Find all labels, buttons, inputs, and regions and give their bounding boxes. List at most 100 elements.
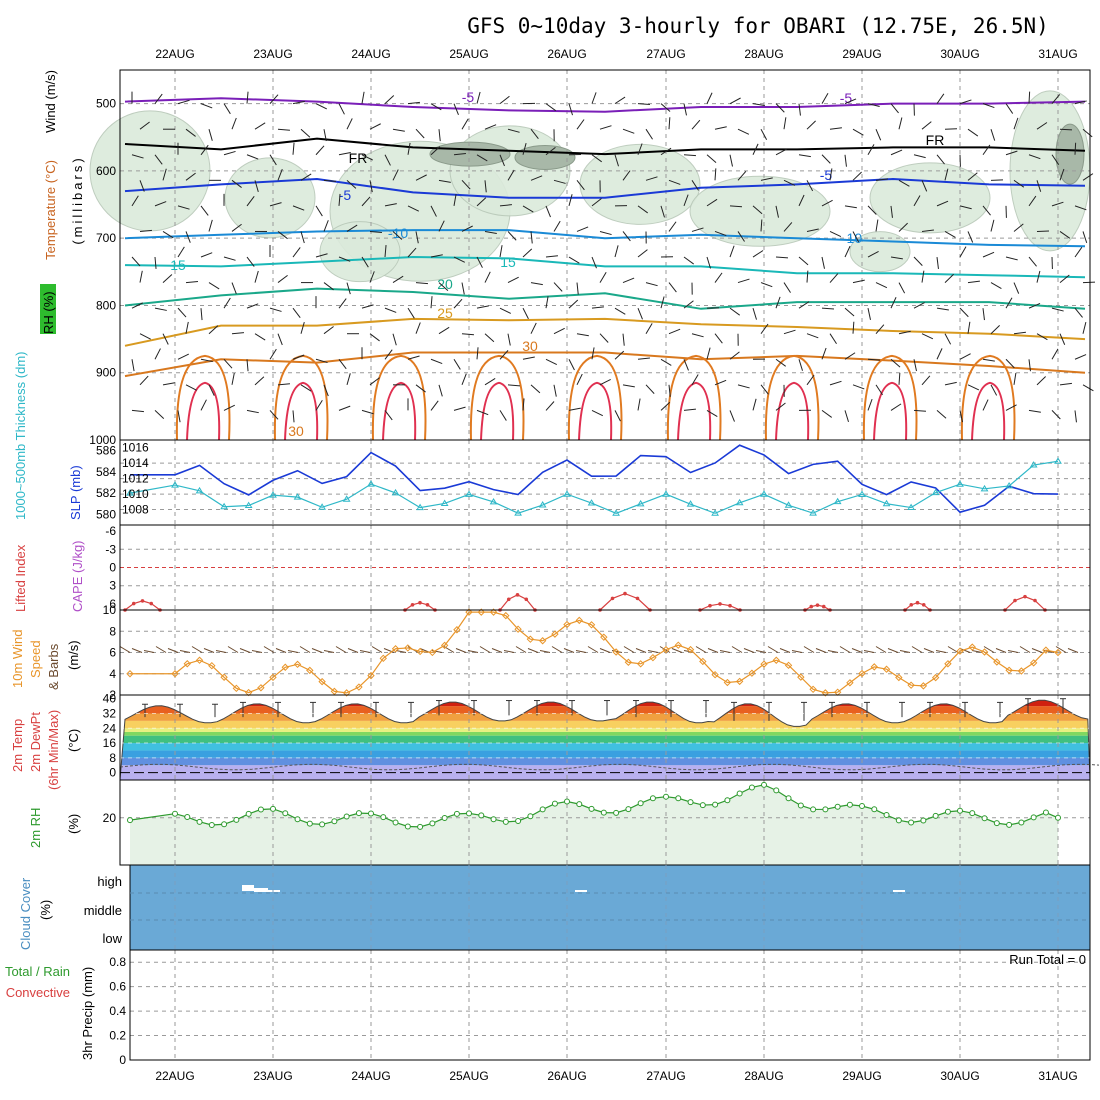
wind-barb xyxy=(545,401,555,411)
wind-barb xyxy=(1005,150,1018,156)
wind-barb xyxy=(783,179,796,186)
isotherm-line xyxy=(469,354,525,441)
wind-barb xyxy=(1074,307,1083,318)
wind-barb xyxy=(438,282,449,291)
wind-barb xyxy=(829,333,837,345)
wind-barb xyxy=(803,646,815,653)
wind-barb xyxy=(323,650,335,653)
wind-barb xyxy=(277,231,288,240)
wind-speed-point xyxy=(391,645,400,653)
wind-speed-point xyxy=(882,665,891,673)
wind-barb xyxy=(959,307,969,318)
wind-barb xyxy=(827,650,839,653)
bottom-day-label: 29AUG xyxy=(842,1069,881,1083)
wind-barb xyxy=(982,251,995,258)
wind-barb xyxy=(944,381,957,386)
wind-barb xyxy=(936,93,945,104)
wind-barb xyxy=(683,154,697,157)
lifted-index-point xyxy=(921,603,926,607)
wind-barb xyxy=(1059,231,1071,239)
precip-label-3: 3hr Precip (mm) xyxy=(80,967,95,1060)
wind-barb xyxy=(921,270,925,283)
wind-barb xyxy=(982,103,995,109)
rh-point xyxy=(221,821,228,828)
isotherm-line xyxy=(124,229,1086,248)
wind-barb xyxy=(852,128,864,136)
wind-barb xyxy=(729,245,735,258)
lifted-index-point xyxy=(623,591,627,596)
wind-barb xyxy=(200,205,209,216)
clear-sky-gap xyxy=(254,888,268,892)
rh2m-panel: 20 xyxy=(103,779,1091,866)
thickness-line xyxy=(129,460,1059,514)
wind-barb xyxy=(967,321,971,334)
lifted-index-point xyxy=(915,600,920,605)
wind-barb xyxy=(887,648,899,653)
wind-barb xyxy=(714,272,723,283)
wind-barb xyxy=(923,648,935,653)
wind-barb xyxy=(599,230,612,236)
wind-barb xyxy=(453,406,466,411)
wind-barb xyxy=(959,410,963,423)
rh-point xyxy=(392,819,399,826)
wind-barb xyxy=(587,646,599,653)
wind-barb xyxy=(139,229,152,232)
y-tick-label: 500 xyxy=(96,97,116,111)
y-tick-label: 584 xyxy=(96,465,116,479)
wind-barb xyxy=(806,333,819,339)
wind-speed-point xyxy=(723,678,732,687)
wind-barb xyxy=(921,333,934,340)
wind-barb xyxy=(476,409,489,416)
wind-barb xyxy=(815,648,827,653)
wind-barb xyxy=(806,180,814,192)
temp-band xyxy=(120,688,1090,699)
wind-barb xyxy=(131,154,144,159)
wind-barb xyxy=(1051,307,1064,312)
y-tick-label: 0.8 xyxy=(109,955,126,969)
lifted-index-line xyxy=(499,594,536,611)
wind-barb xyxy=(806,374,815,386)
wind-barb xyxy=(162,168,167,181)
y-tick-label: -6 xyxy=(105,524,116,538)
wind-barb xyxy=(208,129,213,141)
wind-barb xyxy=(269,202,282,207)
rh-contour-area xyxy=(579,143,701,225)
y-tick-label: 8 xyxy=(109,624,116,638)
wind-barb xyxy=(154,410,165,419)
rh-point xyxy=(270,805,276,812)
wind-barb xyxy=(614,410,621,422)
rh-point xyxy=(957,807,963,814)
wind-barb xyxy=(346,282,351,295)
rh-point xyxy=(196,818,203,825)
wind-barb xyxy=(990,282,1002,290)
isotherm-label: 25 xyxy=(437,305,453,321)
wind-barb xyxy=(430,205,437,217)
wind-barb xyxy=(191,646,203,653)
wind-barb xyxy=(591,256,597,269)
wind-barb xyxy=(246,154,259,160)
wind-barb xyxy=(714,168,717,181)
wind-barb xyxy=(499,350,509,360)
wind-barb xyxy=(913,359,917,372)
wind-barb xyxy=(185,384,197,391)
wind-barb xyxy=(484,124,497,130)
wind-barb xyxy=(177,99,190,105)
wind-barb xyxy=(706,92,713,104)
wind-barb xyxy=(913,154,926,159)
wind-speed-point xyxy=(748,669,756,677)
wind-barb xyxy=(967,128,979,137)
wind-barb xyxy=(515,646,527,653)
lifted-index-point xyxy=(410,603,415,607)
run-total: Run Total = 0 xyxy=(1009,952,1086,967)
wind-barb xyxy=(231,223,242,232)
wind-barb xyxy=(338,193,341,206)
wind-barb xyxy=(200,399,207,411)
wind-barb xyxy=(821,154,831,164)
wind-barb xyxy=(622,128,635,134)
wind-barb xyxy=(461,282,465,295)
wind-barb xyxy=(844,410,849,423)
wind-barb xyxy=(760,282,773,288)
rh-point xyxy=(969,810,976,817)
isotherm-line xyxy=(960,354,1016,441)
